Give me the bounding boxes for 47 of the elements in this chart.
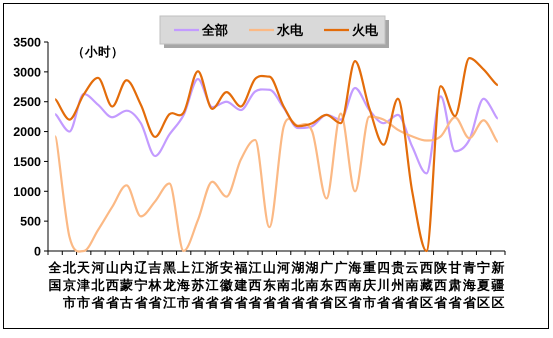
x-tick-label: 广东省: [318, 260, 334, 310]
y-tick-label: 3500: [13, 36, 42, 50]
x-tick-label: 上海市: [176, 260, 190, 310]
x-tick-label: 山东省: [262, 260, 277, 310]
x-tick-label: 江苏省: [190, 260, 206, 310]
x-tick-label: 西藏区: [418, 260, 433, 310]
x-tick-label: 广西区: [333, 260, 348, 310]
x-tick-label: 陕西省: [433, 260, 448, 310]
x-tick-label: 湖南省: [304, 260, 320, 310]
x-tick-label: 湖北省: [290, 260, 306, 310]
y-tick-label: 1500: [13, 154, 42, 169]
x-tick-label: 浙江省: [204, 260, 220, 310]
y-tick-label: 500: [20, 214, 42, 229]
x-tick-label: 安徽省: [219, 260, 234, 310]
legend-label: 水电: [276, 22, 304, 38]
y-tick-label: 2000: [13, 125, 42, 140]
x-tick-label: 四川省: [376, 260, 392, 310]
x-tick-label: 北京市: [62, 260, 77, 310]
x-tick-label: 重庆市: [362, 260, 376, 310]
x-tick-label: 贵州省: [390, 260, 406, 310]
y-tick-label: 2500: [13, 95, 42, 110]
legend-label: 全部: [201, 22, 228, 38]
x-tick-label: 辽宁省: [133, 260, 148, 310]
x-tick-label: 河北省: [90, 260, 106, 310]
x-tick-label: 河南省: [276, 260, 292, 310]
y-axis-title: （小时）: [72, 45, 124, 59]
x-tick-label: 江西省: [248, 260, 263, 310]
x-tick-label: 海南省: [348, 260, 363, 310]
y-tick-label: 3000: [13, 65, 42, 80]
legend-label: 火电: [351, 22, 379, 38]
x-tick-label: 天津市: [76, 260, 92, 310]
line-series: [54, 57, 499, 252]
x-tick-label: 云南省: [404, 260, 420, 310]
x-tick-label: 内蒙古: [119, 260, 134, 310]
x-tick-label: 甘肃省: [448, 260, 463, 310]
x-tick-label: 青海省: [462, 260, 477, 310]
y-tick-label: 1000: [13, 184, 42, 199]
line-series: [54, 112, 499, 252]
line-series: [54, 78, 499, 174]
x-tick-label: 山西省: [104, 260, 120, 310]
x-tick-label: 黑龙江: [162, 260, 177, 310]
x-tick-label: 宁夏区: [476, 260, 490, 310]
x-tick-label: 福建省: [233, 260, 248, 310]
x-tick-label: 全国: [48, 260, 63, 292]
x-tick-label: 新疆区: [490, 260, 504, 310]
x-tick-label: 吉林省: [148, 260, 163, 310]
y-tick-label: 0: [34, 244, 42, 258]
